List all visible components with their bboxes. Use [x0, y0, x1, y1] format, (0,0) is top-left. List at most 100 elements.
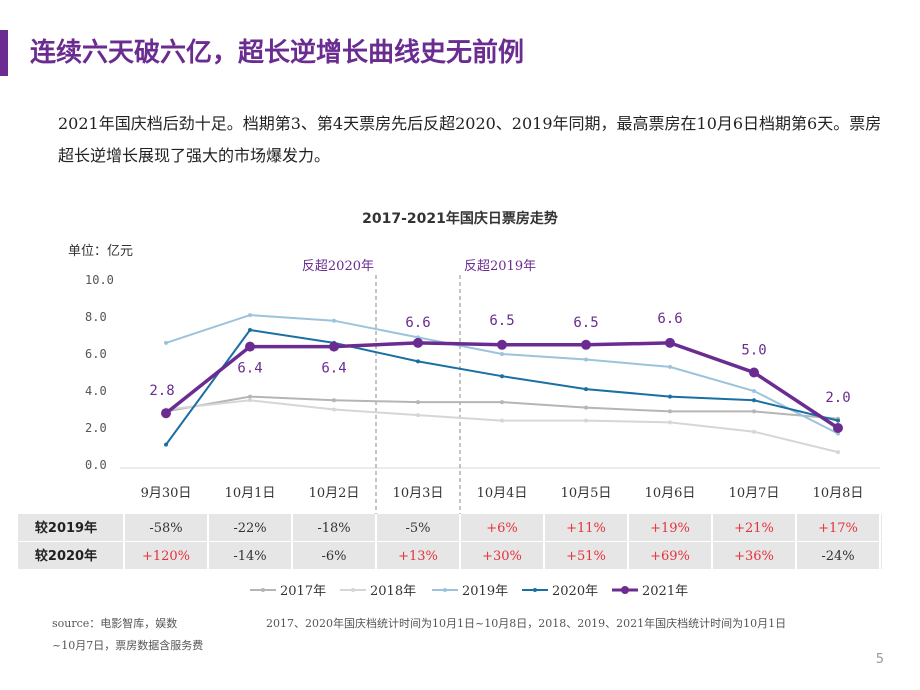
table-cell: +69% — [650, 549, 690, 564]
data-point-2020年 — [248, 328, 252, 332]
data-point-2019年 — [500, 352, 504, 356]
legend-marker-2018年 — [351, 588, 355, 592]
unit-label: 单位：亿元 — [68, 244, 133, 259]
data-point-2020年 — [668, 394, 672, 399]
data-point-2017年 — [752, 409, 756, 414]
series-line-2018年 — [165, 399, 839, 454]
y-tick-label: 8.0 — [85, 310, 107, 324]
y-tick-label: 2.0 — [85, 421, 107, 435]
stat-period-note-cont: ~10月7日，票房数据含服务费 — [52, 639, 204, 652]
stat-period-note: 2017、2020年国庆档统计时间为10月1日~10月8日，2018、2019、… — [266, 617, 787, 630]
x-tick-label: 10月6日 — [645, 486, 696, 501]
data-point-2020年 — [164, 442, 168, 447]
x-tick-label: 10月8日 — [813, 486, 864, 501]
table-cell: -18% — [317, 521, 350, 536]
legend-marker-2020年 — [533, 588, 537, 592]
data-point-2017年 — [668, 409, 672, 414]
data-point-2021年 — [161, 408, 171, 419]
data-point-2020年 — [500, 374, 504, 379]
data-point-2021年 — [497, 339, 507, 350]
data-label-2021: 6.5 — [573, 315, 598, 331]
data-label-2021: 6.4 — [237, 361, 262, 377]
data-label-2021: 6.6 — [657, 311, 682, 327]
data-label-2021: 2.0 — [825, 390, 850, 406]
table-cell: -58% — [149, 521, 182, 536]
data-point-2018年 — [752, 429, 756, 434]
data-point-2019年 — [332, 318, 336, 323]
data-label-2021: 6.5 — [489, 313, 514, 329]
table-cell: +36% — [734, 549, 774, 564]
x-tick-label: 9月30日 — [141, 486, 192, 501]
table-cell: +120% — [142, 549, 190, 564]
data-point-2017年 — [584, 405, 588, 410]
data-point-2019年 — [248, 313, 252, 318]
table-cell: +19% — [650, 521, 690, 536]
data-point-2018年 — [668, 420, 672, 425]
table-row-bg — [18, 542, 882, 569]
data-point-2021年 — [833, 423, 843, 433]
legend-label: 2021年 — [642, 584, 688, 599]
source-note: source：电影智库，娱数 — [52, 617, 178, 630]
data-point-2018年 — [332, 407, 336, 412]
table-cell: +11% — [566, 521, 606, 536]
x-tick-label: 10月3日 — [393, 486, 444, 501]
legend-label: 2018年 — [370, 584, 416, 599]
data-label-2021: 6.4 — [321, 361, 346, 377]
legend-label: 2020年 — [552, 584, 598, 599]
table-cell: +21% — [734, 521, 774, 536]
data-point-2021年 — [413, 337, 423, 348]
table-cell: +6% — [486, 521, 518, 536]
data-point-2018年 — [584, 418, 588, 423]
table-cell: -6% — [321, 549, 346, 564]
table-row-label: 较2019年 — [35, 520, 97, 536]
table-cell: -14% — [233, 549, 266, 564]
table-cell: +30% — [482, 549, 522, 564]
data-point-2017年 — [500, 400, 504, 405]
data-point-2020年 — [752, 398, 756, 403]
table-cell: -24% — [821, 549, 854, 564]
table-row-label: 较2020年 — [35, 548, 97, 564]
data-point-2021年 — [749, 367, 759, 378]
annotation-label: 反超2019年 — [464, 259, 536, 274]
data-point-2017年 — [248, 394, 252, 399]
y-tick-label: 4.0 — [85, 384, 107, 398]
data-point-2021年 — [581, 339, 591, 350]
x-tick-label: 10月7日 — [729, 486, 780, 501]
data-point-2017年 — [332, 398, 336, 403]
table-cell: +51% — [566, 549, 606, 564]
data-point-2019年 — [752, 389, 756, 393]
legend-label: 2017年 — [280, 584, 326, 599]
table-cell: -22% — [233, 521, 266, 536]
data-point-2020年 — [584, 387, 588, 392]
data-point-2018年 — [500, 418, 504, 423]
annotation-label: 反超2020年 — [302, 259, 374, 274]
data-point-2021年 — [665, 337, 675, 348]
data-point-2020年 — [416, 359, 420, 364]
data-point-2019年 — [584, 357, 588, 362]
data-label-2021: 5.0 — [741, 343, 766, 359]
y-tick-label: 6.0 — [85, 347, 107, 361]
y-tick-label: 10.0 — [85, 273, 114, 287]
data-point-2021年 — [245, 341, 255, 352]
data-point-2019年 — [668, 364, 672, 369]
table-cell: -5% — [405, 521, 430, 536]
data-label-2021: 2.8 — [149, 383, 174, 399]
data-point-2019年 — [164, 340, 168, 345]
data-point-2018年 — [248, 398, 252, 403]
data-point-2020年 — [836, 418, 840, 423]
page-number: 5 — [875, 652, 884, 667]
data-point-2017年 — [416, 400, 420, 405]
data-point-2018年 — [836, 450, 840, 455]
data-point-2021年 — [329, 341, 339, 352]
x-tick-label: 10月2日 — [309, 486, 360, 501]
chart-title: 2017-2021年国庆日票房走势 — [362, 210, 558, 227]
intro-paragraph: 2021年国庆档后劲十足。档期第3、第4天票房先后反超2020、2019年同期，… — [58, 114, 882, 165]
x-tick-label: 10月5日 — [561, 486, 612, 501]
y-tick-label: 0.0 — [85, 458, 107, 472]
title-accent-bar — [0, 30, 8, 76]
legend-label: 2019年 — [462, 584, 508, 599]
table-cell: +13% — [398, 549, 438, 564]
legend-marker-2021年 — [621, 586, 629, 594]
x-tick-label: 10月1日 — [225, 486, 276, 501]
